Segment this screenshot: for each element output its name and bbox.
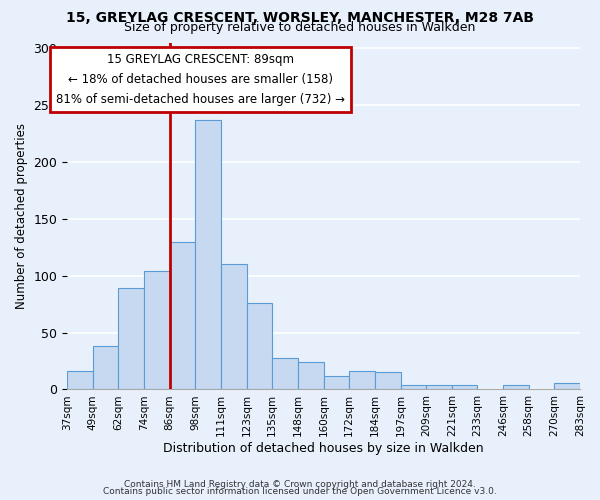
Bar: [67, 372, 93, 390]
Bar: [554, 382, 580, 390]
Bar: [503, 385, 529, 390]
Text: 15 GREYLAG CRESCENT: 89sqm
← 18% of detached houses are smaller (158)
81% of sem: 15 GREYLAG CRESCENT: 89sqm ← 18% of deta…: [56, 53, 345, 106]
Bar: [93, 346, 118, 390]
Text: Size of property relative to detached houses in Walkden: Size of property relative to detached ho…: [124, 21, 476, 34]
Text: Contains public sector information licensed under the Open Government Licence v3: Contains public sector information licen…: [103, 487, 497, 496]
Bar: [196, 120, 221, 390]
Bar: [247, 303, 272, 390]
Bar: [375, 372, 401, 390]
Y-axis label: Number of detached properties: Number of detached properties: [15, 123, 28, 309]
X-axis label: Distribution of detached houses by size in Walkden: Distribution of detached houses by size …: [163, 442, 484, 455]
Bar: [298, 362, 323, 390]
Bar: [323, 376, 349, 390]
Bar: [452, 385, 478, 390]
Bar: [144, 271, 170, 390]
Bar: [221, 264, 247, 390]
Text: Contains HM Land Registry data © Crown copyright and database right 2024.: Contains HM Land Registry data © Crown c…: [124, 480, 476, 489]
Bar: [170, 242, 196, 390]
Bar: [272, 358, 298, 390]
Bar: [426, 385, 452, 390]
Bar: [401, 385, 426, 390]
Bar: [118, 288, 144, 390]
Bar: [349, 372, 375, 390]
Text: 15, GREYLAG CRESCENT, WORSLEY, MANCHESTER, M28 7AB: 15, GREYLAG CRESCENT, WORSLEY, MANCHESTE…: [66, 11, 534, 25]
